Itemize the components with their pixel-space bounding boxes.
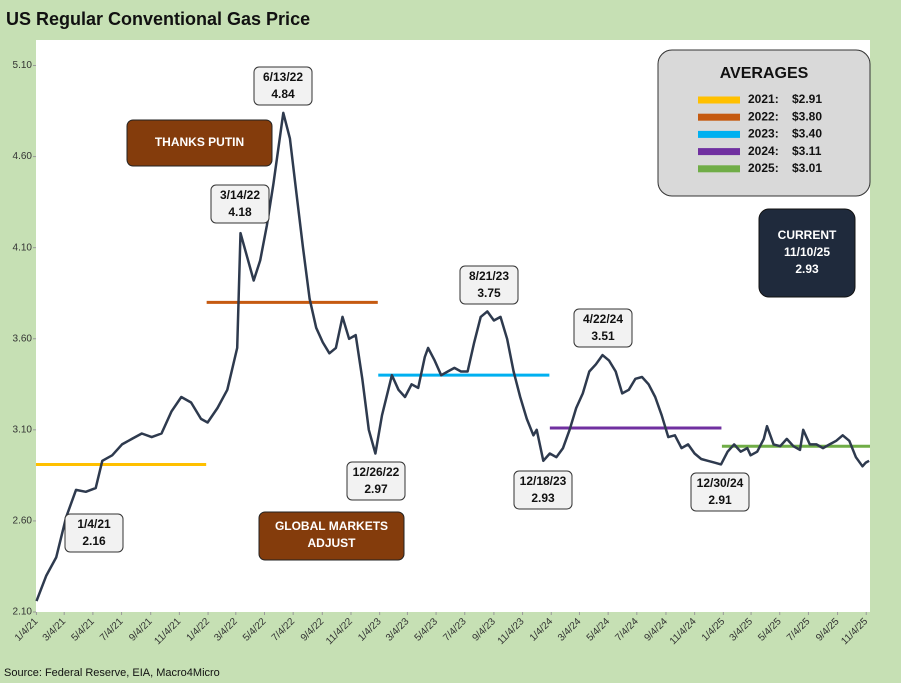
x-tick-label: 11/4/22 xyxy=(324,616,355,647)
legend-label: 2023: xyxy=(748,127,779,141)
y-tick-label: 3.10 xyxy=(13,424,33,435)
x-tick-label: 5/4/21 xyxy=(69,616,97,644)
averages-legend: AVERAGES 2021: $2.91 2022: $3.80 2023: $3.40 20… xyxy=(657,49,871,197)
callout-date: 12/26/22 xyxy=(353,465,400,479)
price-line xyxy=(35,111,870,602)
callout-box xyxy=(210,184,270,224)
callout-box xyxy=(253,66,313,106)
callout-box xyxy=(64,513,124,553)
x-tick-label: 5/4/22 xyxy=(241,616,269,644)
callout-date: 4/22/24 xyxy=(583,312,623,326)
x-tick-label: 1/4/23 xyxy=(356,616,384,644)
note-text: GLOBAL MARKETS ADJUST xyxy=(275,519,388,550)
x-tick-label: 3/4/21 xyxy=(41,616,69,644)
callout-box xyxy=(573,308,633,348)
note-box xyxy=(258,511,405,561)
callout-value: 3.51 xyxy=(591,329,615,343)
callout-value: 4.84 xyxy=(271,87,295,101)
callout-date: 6/13/22 xyxy=(263,70,303,84)
callout-date: 3/14/22 xyxy=(220,188,260,202)
legend-label: 2021: xyxy=(748,92,779,106)
legend-swatch xyxy=(698,96,740,104)
x-tick-label: 9/4/23 xyxy=(470,616,498,644)
legend-value: $3.80 xyxy=(792,109,822,123)
x-tick-label: 7/4/21 xyxy=(98,616,126,644)
note-line: GLOBAL MARKETS xyxy=(275,519,388,533)
x-tick-label: 9/4/22 xyxy=(299,616,327,644)
legend-value: $3.01 xyxy=(792,161,822,175)
note-text: THANKS PUTIN xyxy=(155,135,244,149)
x-tick-label: 3/4/22 xyxy=(212,616,240,644)
x-tick-label: 11/4/23 xyxy=(496,616,527,647)
legend-title: AVERAGES xyxy=(720,65,809,82)
y-tick-label: 4.60 xyxy=(13,151,33,162)
x-tick-label: 5/4/24 xyxy=(585,616,613,644)
current-x: 11/10/25 xyxy=(784,245,830,259)
current-box xyxy=(758,208,856,298)
legend-label: 2024: xyxy=(748,144,779,158)
callout-value: 2.93 xyxy=(531,491,555,505)
x-tick-label: 7/4/25 xyxy=(785,616,813,644)
legend-value: $3.11 xyxy=(792,144,822,158)
x-tick-label: 3/4/24 xyxy=(556,616,584,644)
legend-swatch xyxy=(698,148,740,156)
legend-swatch xyxy=(698,130,740,138)
chart-title: US Regular Conventional Gas Price xyxy=(6,9,310,29)
callout-value: 2.16 xyxy=(82,534,106,548)
legend-label: 2025: xyxy=(748,161,779,175)
x-tick-label: 7/4/23 xyxy=(441,616,469,644)
x-tick-label: 7/4/24 xyxy=(613,616,641,644)
x-tick-label: 9/4/24 xyxy=(643,616,671,644)
current-label: CURRENT xyxy=(778,228,837,242)
callout-value: 2.97 xyxy=(364,482,388,496)
y-tick-label: 2.60 xyxy=(13,516,33,527)
note-box xyxy=(126,119,273,167)
legend-box xyxy=(657,49,871,197)
callout-value: 2.91 xyxy=(708,493,732,507)
x-tick-label: 1/4/21 xyxy=(13,616,41,644)
x-tick-label: 7/4/22 xyxy=(270,616,298,644)
x-tick-label: 3/4/25 xyxy=(728,616,756,644)
x-tick-label: 1/4/22 xyxy=(185,616,213,644)
x-tick-label: 9/4/21 xyxy=(127,616,155,644)
y-tick-label: 5.10 xyxy=(13,60,33,71)
callout-box xyxy=(459,265,519,305)
legend-swatch xyxy=(698,165,740,173)
x-tick-label: 11/4/25 xyxy=(839,616,870,647)
y-tick-label: 3.60 xyxy=(13,333,33,344)
x-tick-label: 1/4/24 xyxy=(528,616,556,644)
legend-value: $3.40 xyxy=(792,127,822,141)
source: Source: Federal Reserve, EIA, Macro4Micr… xyxy=(4,667,220,679)
x-tick-label: 1/4/25 xyxy=(700,616,728,644)
callout-date: 1/4/21 xyxy=(77,517,111,531)
legend-label: 2022: xyxy=(748,109,779,123)
x-tick-label: 5/4/23 xyxy=(413,616,441,644)
legend-value: $2.91 xyxy=(792,92,822,106)
callout-box xyxy=(513,470,573,510)
legend-swatch xyxy=(698,113,740,121)
callout-date: 12/30/24 xyxy=(697,476,744,490)
callout-box xyxy=(690,472,750,512)
current-value: 2.93 xyxy=(795,262,819,276)
callout-box xyxy=(346,461,406,501)
y-tick-label: 4.10 xyxy=(13,242,33,253)
x-tick-label: 11/4/24 xyxy=(668,616,699,647)
x-tick-label: 5/4/25 xyxy=(756,616,784,644)
callout-value: 3.75 xyxy=(477,286,501,300)
callout-value: 4.18 xyxy=(228,205,252,219)
y-tick-label: 2.10 xyxy=(13,607,33,618)
x-tick-label: 9/4/25 xyxy=(814,616,842,644)
callout-date: 8/21/23 xyxy=(469,269,509,283)
note-line: ADJUST xyxy=(307,536,356,550)
x-tick-label: 11/4/21 xyxy=(153,616,184,647)
callout-date: 12/18/23 xyxy=(520,474,567,488)
x-tick-label: 3/4/23 xyxy=(384,616,412,644)
